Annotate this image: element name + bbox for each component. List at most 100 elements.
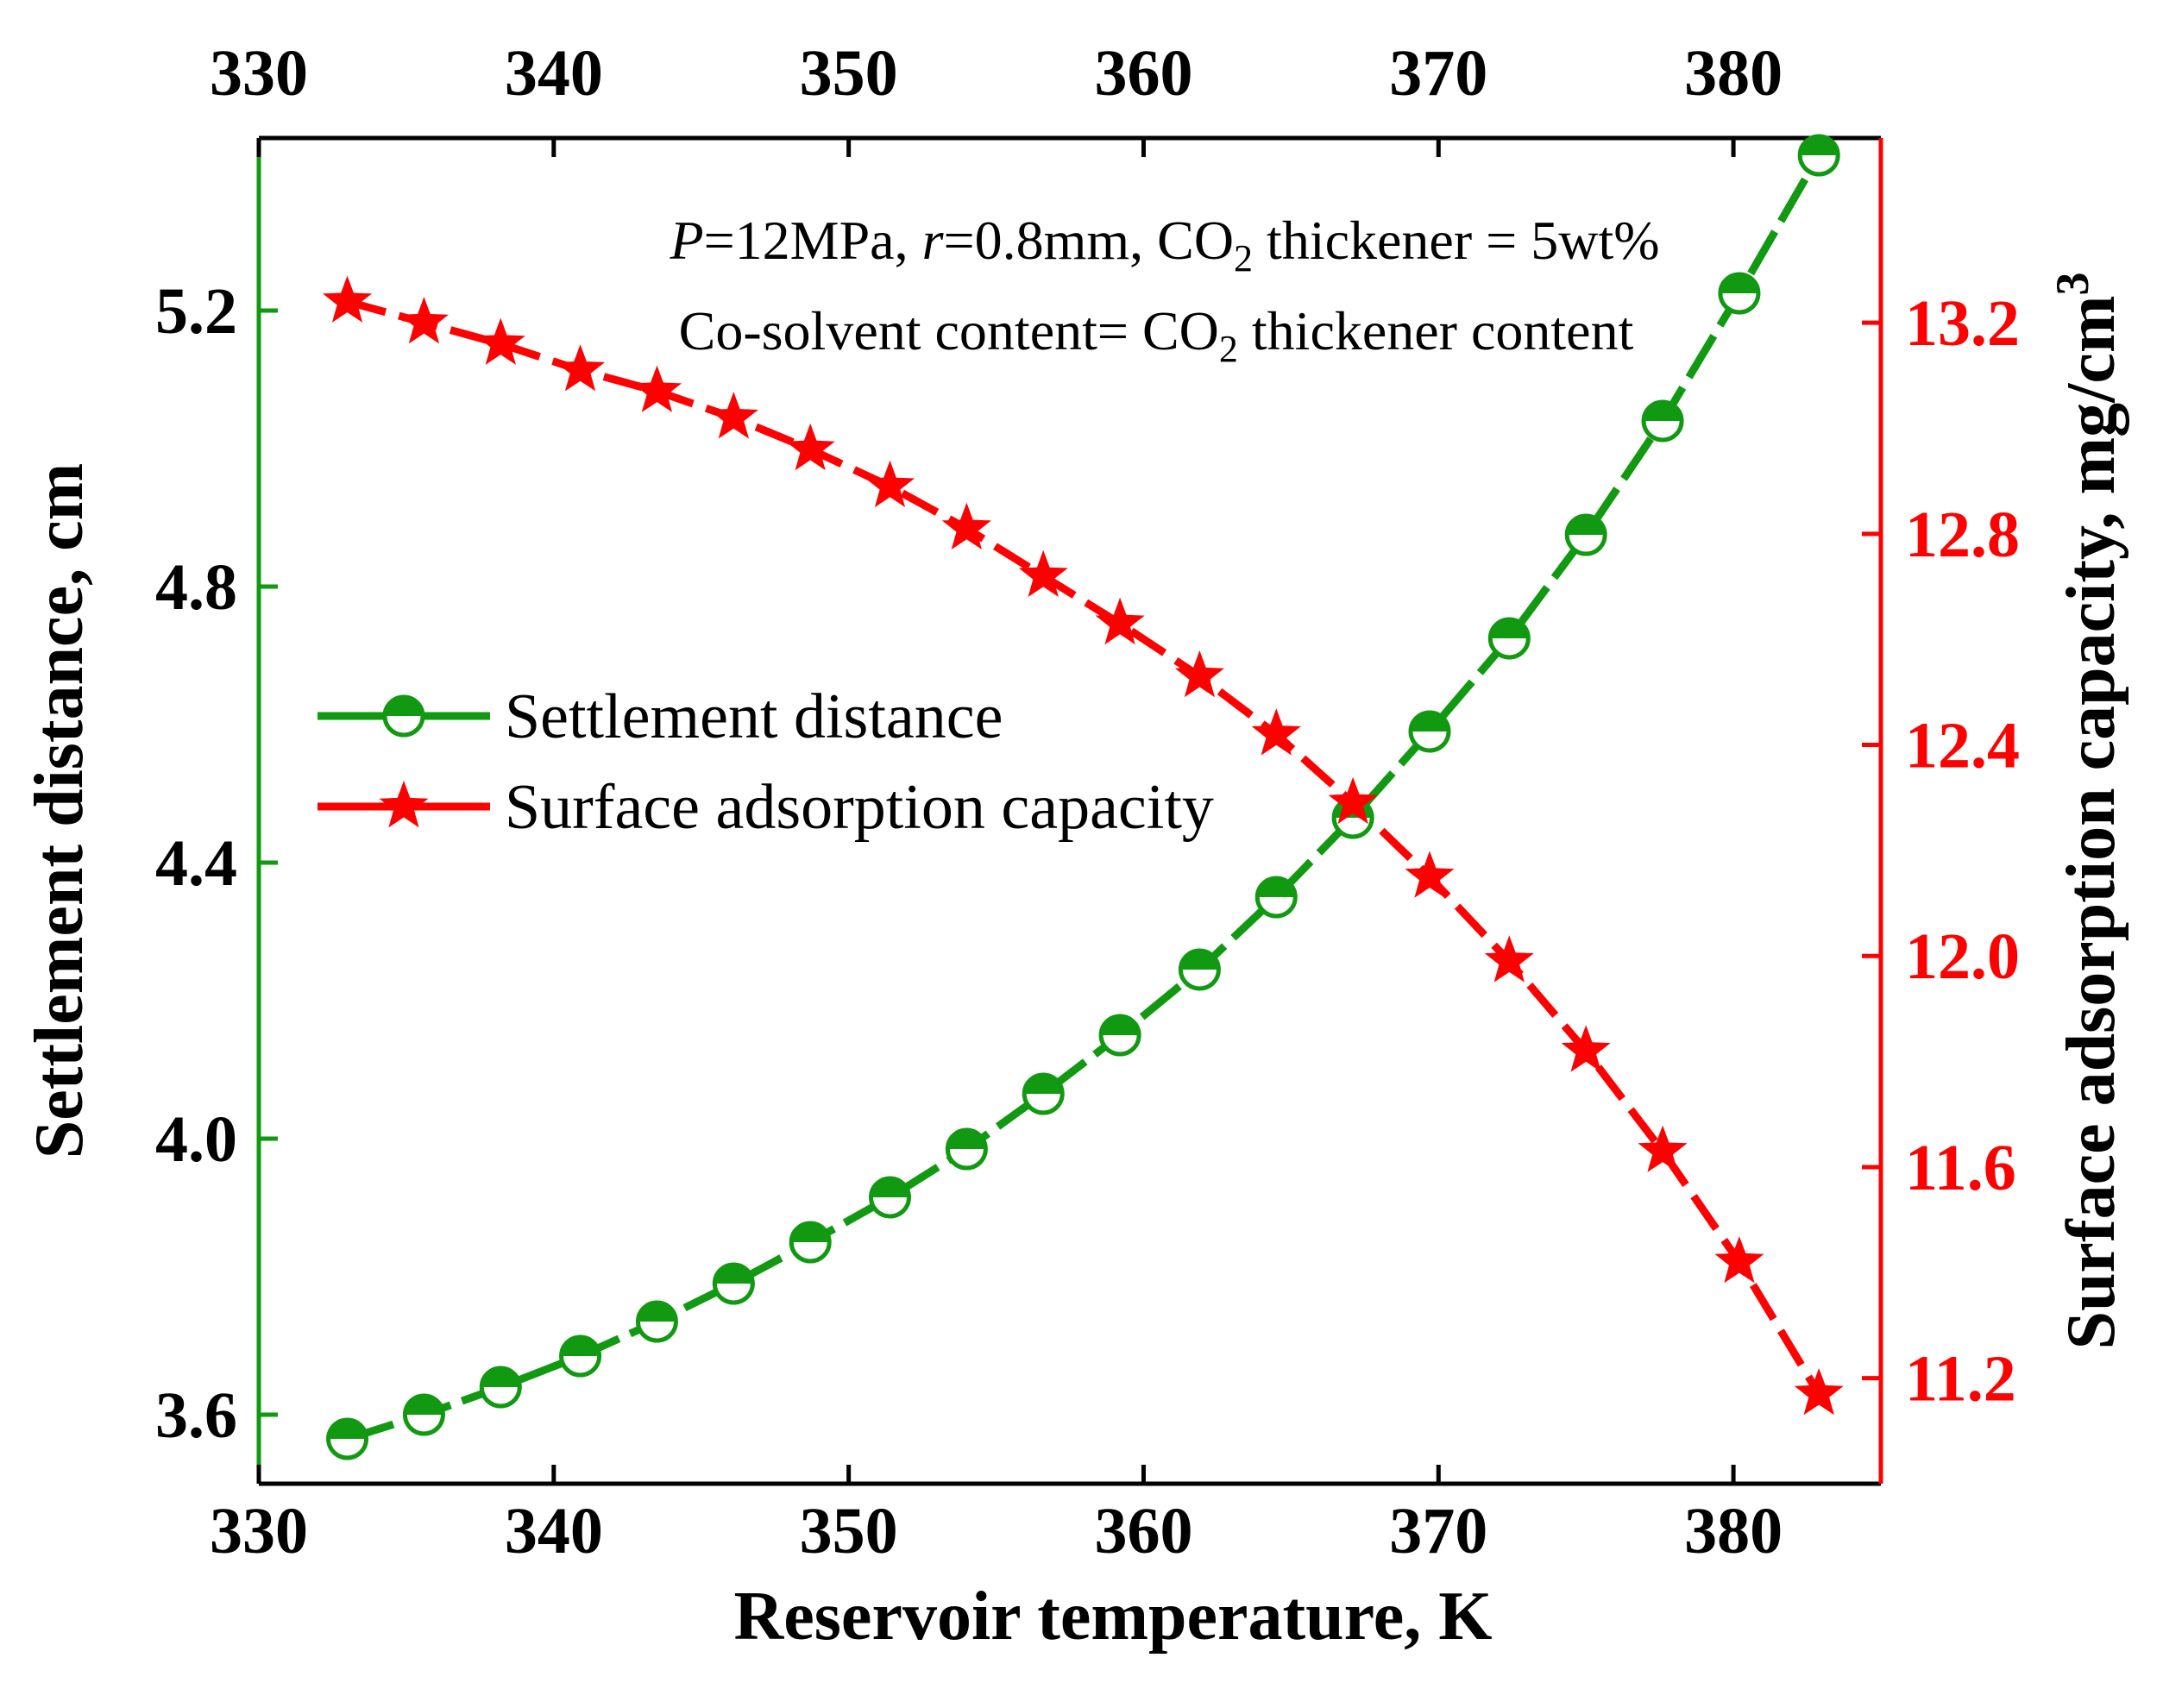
y-axis-right-title-text: Surface adsorption capacity, mg/cm: [2053, 295, 2129, 1349]
settlement-point: [1022, 1072, 1065, 1115]
annotation-cosolvent-text: Co-solvent content= CO: [679, 300, 1219, 361]
adsorption-point: [1095, 597, 1145, 645]
legend-half-circle-marker: [382, 694, 425, 738]
y-right-tick-label: 12.8: [1905, 499, 2020, 571]
settlement-point-fill: [1024, 1075, 1063, 1094]
x-tick-label-top: 340: [505, 37, 603, 110]
y-left-tick-label: 4.4: [155, 827, 237, 900]
y-right-tick-label: 12.0: [1905, 920, 2020, 993]
adsorption-point: [399, 297, 449, 344]
settlement-point: [1178, 948, 1221, 991]
annotation-r-symbol: r: [922, 210, 945, 271]
settlement-point-fill: [1490, 619, 1529, 638]
x-tick-label-top: 330: [210, 37, 308, 110]
x-tick-label-bottom: 360: [1094, 1495, 1192, 1567]
settlement-point-fill: [1101, 1016, 1140, 1035]
adsorption-point: [865, 460, 915, 507]
legend-marker-settlement: [382, 694, 425, 738]
settlement-point-fill: [1720, 274, 1758, 293]
y-left-tick-label: 5.2: [155, 275, 237, 348]
legend-half-circle-marker-fill: [385, 697, 423, 716]
y-axis-left-title: Settlement distance, cm: [22, 463, 97, 1159]
annotation-conditions-line1: P=12MPa, r=0.8mm, CO2 thickener = 5wt%: [669, 210, 1659, 279]
settlement-point-fill: [405, 1396, 443, 1415]
annotation-thickener-value: thickener = 5wt%: [1253, 210, 1660, 271]
x-tick-label-bottom: 330: [210, 1495, 308, 1567]
annotation-p-value: =12MPa,: [704, 210, 922, 271]
legend-label-settlement: Settlement distance: [505, 681, 1003, 752]
settlement-point-fill: [638, 1303, 676, 1322]
settlement-point-fill: [1257, 878, 1296, 897]
adsorption-point: [1794, 1368, 1844, 1416]
settlement-point: [559, 1334, 602, 1378]
settlement-point-fill: [1800, 136, 1839, 155]
settlement-point: [789, 1221, 832, 1264]
settlement-point: [1564, 513, 1607, 556]
annotation-cosolvent-tail: thickener content: [1238, 300, 1634, 361]
y-left-tick-label: 3.6: [155, 1379, 237, 1452]
adsorption-point: [1714, 1236, 1764, 1284]
settlement-point: [1098, 1014, 1141, 1057]
settlement-point: [1718, 272, 1761, 315]
settlement-point: [402, 1393, 445, 1436]
adsorption-point: [1638, 1125, 1688, 1172]
settlement-point-fill: [481, 1368, 520, 1387]
legend-marker-adsorption: [379, 781, 429, 828]
y-right-tick-label: 12.4: [1905, 710, 2020, 782]
y-right-tick-label: 11.6: [1905, 1132, 2016, 1204]
x-axis-title: Reservoir temperature, K: [734, 1579, 1493, 1655]
settlement-point: [1487, 617, 1531, 660]
adsorption-point: [556, 344, 606, 392]
settlement-point: [1641, 399, 1684, 443]
adsorption-point: [1561, 1025, 1611, 1072]
adsorption-point: [708, 392, 758, 439]
adsorption-point: [1018, 549, 1068, 597]
x-tick-label-bottom: 380: [1684, 1495, 1783, 1567]
settlement-point-fill: [1411, 713, 1449, 732]
adsorption-point: [785, 423, 835, 471]
adsorption-point: [323, 275, 373, 323]
settlement-point-fill: [1644, 402, 1682, 421]
y-left-tick-label: 4.0: [155, 1103, 237, 1176]
annotation-conditions-line2: Co-solvent content= CO2 thickener conten…: [679, 300, 1634, 370]
legend-star-marker: [379, 781, 429, 828]
settlement-point-fill: [1180, 951, 1219, 970]
adsorption-series-line: [346, 298, 1823, 1397]
x-tick-label-bottom: 340: [505, 1495, 603, 1567]
adsorption-point: [1174, 650, 1224, 698]
y-axis-right-title-superscript: 3: [2047, 272, 2098, 295]
y-right-tick-label: 13.2: [1905, 287, 2020, 360]
y-axis-right-title: Surface adsorption capacity, mg/cm3: [2047, 272, 2129, 1349]
adsorption-point: [1328, 776, 1378, 825]
adsorption-point: [1484, 935, 1534, 983]
settlement-point: [868, 1176, 911, 1219]
axis-ticks: [256, 138, 1881, 1484]
settlement-point: [1408, 710, 1451, 753]
annotation-p-symbol: P: [669, 210, 703, 271]
settlement-point-fill: [1567, 516, 1606, 535]
settlement-point-fill: [714, 1265, 753, 1284]
adsorption-point: [475, 317, 525, 365]
settlement-point-fill: [328, 1420, 367, 1439]
settlement-point: [635, 1300, 678, 1343]
x-tick-label-top: 350: [800, 37, 898, 110]
settlement-point: [1254, 876, 1298, 919]
adsorption-point: [632, 365, 682, 412]
markers-layer: [323, 134, 1844, 1460]
settlement-point-fill: [791, 1223, 830, 1242]
x-tick-label-top: 360: [1094, 37, 1192, 110]
legend-label-adsorption: Surface adsorption capacity: [505, 772, 1214, 843]
y-right-tick-label: 11.2: [1905, 1343, 2016, 1416]
y-left-tick-label: 4.8: [155, 551, 237, 624]
annotation-r-value: =0.8mm, CO: [943, 210, 1234, 271]
settlement-point-fill: [947, 1130, 986, 1149]
settlement-point: [712, 1262, 755, 1305]
adsorption-point: [1405, 851, 1455, 898]
settlement-point: [1797, 134, 1840, 177]
axis-tick-labels: 330 330 340 340 350 350 360 360 370 370 380 380 3.6 4…: [155, 37, 2020, 1567]
adsorption-point: [1251, 708, 1301, 756]
annotation-co2-subscript-2: 2: [1219, 328, 1238, 370]
settlement-point-fill: [561, 1337, 600, 1356]
settlement-point: [945, 1127, 988, 1171]
x-tick-label-bottom: 350: [800, 1495, 898, 1567]
